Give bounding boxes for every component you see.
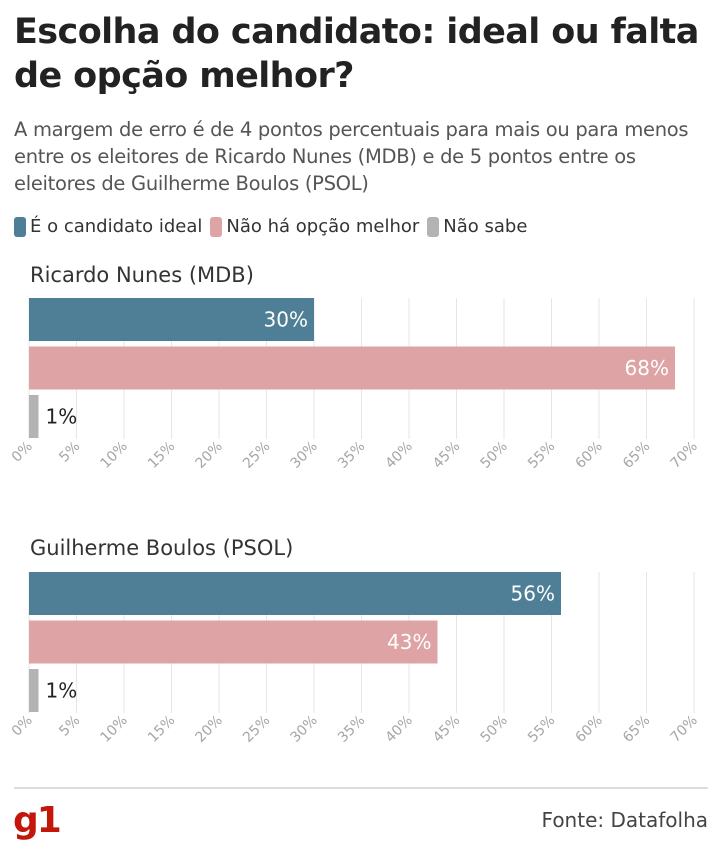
- legend-swatch-no-better-option: [210, 216, 223, 237]
- x-tick-label-boulos: 30%: [288, 713, 321, 746]
- x-tick-label-boulos: 45%: [430, 713, 463, 746]
- data-label-nunes-ideal: 30%: [264, 308, 308, 332]
- legend-swatch-dont-know: [427, 216, 440, 237]
- data-label-boulos-no-better-option: 43%: [387, 630, 431, 654]
- x-tick-label-nunes: 55%: [525, 439, 558, 472]
- bar-nunes-no-better-option: [29, 346, 675, 390]
- x-tick-label-boulos: 20%: [193, 713, 226, 746]
- bar-boulos-dont-know: [29, 669, 39, 712]
- legend: É o candidato ideal Não há opção melhor …: [14, 216, 535, 237]
- bar-boulos-no-better-option: [29, 620, 438, 664]
- x-tick-label-nunes: 40%: [383, 439, 416, 472]
- x-tick-label-nunes: 65%: [620, 439, 653, 472]
- x-tick-label-boulos: 10%: [98, 713, 131, 746]
- x-tick-label-boulos: 65%: [620, 713, 653, 746]
- footer-divider: [14, 787, 708, 789]
- bar-nunes-ideal: [29, 298, 314, 341]
- svg-text:g1: g1: [13, 800, 60, 841]
- x-tick-label-boulos: 70%: [668, 713, 701, 746]
- x-tick-label-nunes: 30%: [288, 439, 321, 472]
- x-tick-label-boulos: 60%: [573, 713, 606, 746]
- legend-item-no-better-option: Não há opção melhor: [210, 216, 419, 237]
- data-label-nunes-no-better-option: 68%: [625, 356, 669, 380]
- data-label-boulos-ideal: 56%: [511, 582, 555, 606]
- x-tick-label-nunes: 5%: [56, 439, 83, 466]
- panel-title-nunes: Ricardo Nunes (MDB): [30, 263, 254, 287]
- x-tick-label-nunes: 20%: [193, 439, 226, 472]
- x-tick-label-nunes: 70%: [668, 439, 701, 472]
- x-tick-label-boulos: 40%: [383, 713, 416, 746]
- x-tick-label-nunes: 50%: [478, 439, 511, 472]
- x-tick-label-nunes: 45%: [430, 439, 463, 472]
- data-label-boulos-dont-know: 1%: [46, 679, 78, 703]
- source-note: Fonte: Datafolha: [541, 808, 708, 832]
- x-tick-label-nunes: 35%: [335, 439, 368, 472]
- x-tick-label-boulos: 50%: [478, 713, 511, 746]
- x-tick-label-nunes: 25%: [240, 439, 273, 472]
- x-tick-label-boulos: 5%: [56, 713, 83, 740]
- data-label-nunes-dont-know: 1%: [46, 405, 78, 429]
- panel-title-boulos: Guilherme Boulos (PSOL): [30, 536, 294, 560]
- legend-label-ideal: É o candidato ideal: [30, 216, 203, 237]
- legend-swatch-ideal: [14, 216, 26, 237]
- legend-item-dont-know: Não sabe: [427, 216, 527, 237]
- x-tick-label-boulos: 35%: [335, 713, 368, 746]
- chart-title: Escolha do candidato: ideal ou falta de …: [14, 12, 699, 96]
- bar-nunes-dont-know: [29, 395, 39, 438]
- legend-item-ideal: É o candidato ideal: [14, 216, 202, 237]
- legend-label-no-better-option: Não há opção melhor: [226, 216, 420, 237]
- x-tick-label-nunes: 0%: [9, 439, 36, 466]
- legend-label-dont-know: Não sabe: [443, 216, 528, 237]
- bar-boulos-ideal: [29, 572, 561, 615]
- x-tick-label-nunes: 15%: [145, 439, 178, 472]
- chart-subtitle: A margem de erro é de 4 pontos percentua…: [14, 118, 689, 195]
- g1-logo: g1: [13, 800, 61, 841]
- x-tick-label-nunes: 60%: [573, 439, 606, 472]
- x-tick-label-boulos: 0%: [9, 713, 36, 740]
- x-tick-label-nunes: 10%: [98, 439, 131, 472]
- x-tick-label-boulos: 25%: [240, 713, 273, 746]
- x-tick-label-boulos: 15%: [145, 713, 178, 746]
- x-tick-label-boulos: 55%: [525, 713, 558, 746]
